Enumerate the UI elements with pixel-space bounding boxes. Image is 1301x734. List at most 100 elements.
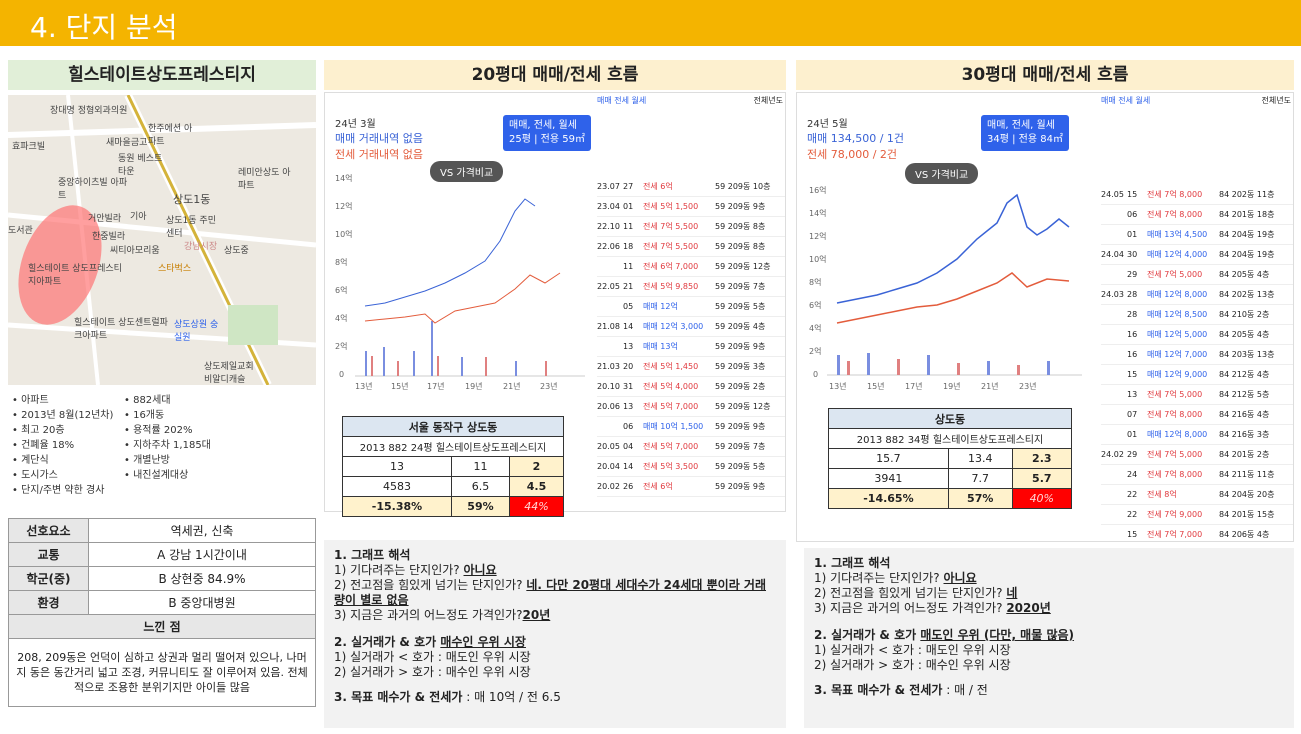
tabs-label[interactable]: 매매 전세 월세: [597, 96, 647, 105]
deal-row[interactable]: 28 매매 12억 8,500 84 210동 2층: [1101, 305, 1293, 325]
stat-cell: 2.3: [1011, 448, 1073, 469]
heading-text: 2. 실거래가 & 호가: [814, 628, 921, 642]
deal-row[interactable]: 24.04 30 매매 12억 4,000 84 204동 19층: [1101, 245, 1293, 265]
stat-cell: 6.5: [450, 476, 510, 497]
stat-cell: 13.4: [947, 448, 1013, 469]
deal-row[interactable]: 22 전세 8억 84 204동 20층: [1101, 485, 1293, 505]
stat-cell: 57%: [947, 488, 1013, 509]
deal-tabs: 매매 전세 월세 전체년도: [1101, 93, 1293, 109]
deal-row[interactable]: 07 전세 7억 8,000 84 216동 4층: [1101, 405, 1293, 425]
deal-t: 59 209동 2층: [715, 382, 766, 391]
deal-t: 84 202동 13층: [1219, 290, 1275, 299]
deal-p: 매매 12억 9,000: [1147, 370, 1208, 379]
deal-row[interactable]: 16 매매 12억 7,000 84 203동 13층: [1101, 345, 1293, 365]
x-tick: 19년: [465, 381, 483, 391]
map-label: 비알디캐슬: [204, 375, 246, 385]
graph-summary: 24년 3월 매매 거래내역 없음 전세 거래내역 없음: [335, 115, 423, 162]
stats-table-20: 서울 동작구 상도동 2013 882 24평 힐스테이트상도프레스티지 13 1…: [342, 416, 565, 517]
question-text: 1) 기다려주는 단지인가?: [334, 563, 464, 577]
location-map[interactable]: 장대명 정형외과의원 새마을금고 한주에션 아파트 효파크빌 동원 베스트타운 …: [8, 95, 316, 385]
sale-summary: 매매 134,500 / 1건: [807, 132, 905, 145]
pref-value: 역세권, 신축: [88, 518, 316, 543]
question-1: 1) 기다려주는 단지인가? 아니요: [814, 571, 1284, 586]
deal-row[interactable]: 20.05 04 전세 5억 7,000 59 209동 7층: [597, 437, 785, 457]
complex-name: 힐스테이트상도프레스티지: [435, 443, 547, 454]
deal-d: 22.06: [597, 242, 620, 251]
deal-p: 매매 12억 8,000: [1147, 290, 1208, 299]
deal-d: 21.03: [597, 362, 620, 371]
deal-t: 84 212동 5층: [1219, 390, 1270, 399]
deal-row[interactable]: 20.04 14 전세 5억 3,500 59 209동 5층: [597, 457, 785, 477]
deal-row[interactable]: 05 매매 12억 59 209동 5층: [597, 297, 785, 317]
deal-p: 매매 12억 4,000: [1147, 250, 1208, 259]
deal-p: 전세 6억 7,000: [643, 262, 699, 271]
deal-t: 59 209동 8층: [715, 222, 766, 231]
deal-row[interactable]: 16 매매 12억 5,000 84 205동 4층: [1101, 325, 1293, 345]
deal-row[interactable]: 13 전세 7억 5,000 84 212동 5층: [1101, 385, 1293, 405]
deal-row[interactable]: 11 전세 6억 7,000 59 209동 12층: [597, 257, 785, 277]
deal-row[interactable]: 23.07 27 전세 6억 59 209동 10층: [597, 177, 785, 197]
x-axis: 13년 15년 17년 19년 21년 23년: [829, 381, 1037, 391]
map-label: 새마을금고: [106, 138, 148, 148]
deal-row[interactable]: 06 전세 7억 8,000 84 201동 18층: [1101, 205, 1293, 225]
sort-label[interactable]: 전체년도: [753, 96, 783, 105]
deal-t: 59 209동 9층: [715, 422, 766, 431]
x-tick: 23년: [1019, 381, 1037, 391]
deal-row[interactable]: 23.04 01 전세 5억 1,500 59 209동 9층: [597, 197, 785, 217]
heading-text: 3. 목표 매수가 & 전세가: [814, 683, 943, 697]
deal-row[interactable]: 24.05 15 전세 7억 8,000 84 202동 11층: [1101, 185, 1293, 205]
deal-t: 59 209동 7층: [715, 442, 766, 451]
y-tick: 14억: [335, 173, 353, 183]
info-item: 지하주차 1,185대: [124, 438, 211, 453]
type-selector[interactable]: 매매, 전세, 월세 25평 | 전용 59㎡: [503, 115, 591, 151]
deal-row[interactable]: 15 매매 12억 9,000 84 212동 4층: [1101, 365, 1293, 385]
deal-row[interactable]: 24 전세 7억 8,000 84 211동 11층: [1101, 465, 1293, 485]
deal-row[interactable]: 20.10 31 전세 5억 4,000 59 209동 2층: [597, 377, 785, 397]
deal-row[interactable]: 29 전세 7억 5,000 84 205동 4층: [1101, 265, 1293, 285]
deal-row[interactable]: 22.06 18 전세 7억 5,500 59 209동 8층: [597, 237, 785, 257]
graph-summary: 24년 5월 매매 134,500 / 1건 전세 78,000 / 2건: [807, 115, 904, 162]
deal-t: 59 209동 9층: [715, 202, 766, 211]
deal-d: 24.04: [1101, 250, 1124, 259]
vs-compare-button[interactable]: VS 가격비교: [905, 163, 979, 184]
deal-row[interactable]: 01 매매 13억 4,500 84 204동 19층: [1101, 225, 1293, 245]
deal-d: 24.05: [1101, 190, 1124, 199]
deal-row[interactable]: 01 매매 12억 8,000 84 216동 3층: [1101, 425, 1293, 445]
y-tick: 0: [339, 370, 344, 379]
deal-row[interactable]: 24.02 29 전세 7억 5,000 84 201동 2층: [1101, 445, 1293, 465]
deal-row[interactable]: 22.05 21 전세 5억 9,850 59 209동 7층: [597, 277, 785, 297]
deal-row[interactable]: 22 전세 7억 9,000 84 201동 15층: [1101, 505, 1293, 525]
deal-p: 전세 7억 8,000: [1147, 210, 1203, 219]
pref-value: B 중앙대병원: [88, 590, 316, 615]
deal-row[interactable]: 20.02 26 전세 6억 59 209동 9층: [597, 477, 785, 497]
deal-d: 23.04: [597, 202, 620, 211]
sort-label[interactable]: 전체년도: [1261, 96, 1291, 105]
table-row: 선호요소 역세권, 신축: [8, 518, 316, 543]
deal-row[interactable]: 21.08 14 매매 12억 3,000 59 209동 4층: [597, 317, 785, 337]
deal-t: 59 209동 9층: [715, 342, 766, 351]
type-selector[interactable]: 매매, 전세, 월세 34평 | 전용 84㎡: [981, 115, 1069, 151]
deal-n: 01: [1127, 430, 1138, 439]
deal-row[interactable]: 06 매매 10억 1,500 59 209동 9층: [597, 417, 785, 437]
tabs-label[interactable]: 매매 전세 월세: [1101, 96, 1151, 105]
vs-compare-button[interactable]: VS 가격비교: [430, 161, 504, 182]
deal-row[interactable]: 22.10 11 전세 7억 5,500 59 209동 8층: [597, 217, 785, 237]
deal-n: 11: [623, 262, 634, 271]
deal-row[interactable]: 20.06 13 전세 5억 7,000 59 209동 12층: [597, 397, 785, 417]
deal-t: 84 205동 4층: [1219, 270, 1270, 279]
deal-n: 13: [1127, 390, 1138, 399]
question-text: 3) 지금은 과거의 어느정도 가격인가?: [334, 608, 523, 622]
deal-row[interactable]: 21.03 20 전세 5억 1,450 59 209동 3층: [597, 357, 785, 377]
deal-p: 전세 7억 7,000: [1147, 530, 1203, 539]
section-heading: 2. 실거래가 & 호가 매수인 우위 시장: [334, 635, 776, 650]
table-row: 15.7 13.4 2.3: [828, 448, 1073, 469]
deal-row[interactable]: 24.03 28 매매 12억 8,000 84 202동 13층: [1101, 285, 1293, 305]
info-item: 2013년 8월(12년차): [12, 408, 113, 423]
map-label: 상도1동: [173, 193, 211, 206]
deal-row[interactable]: 13 매매 13억 59 209동 9층: [597, 337, 785, 357]
deal-t: 59 209동 9층: [715, 482, 766, 491]
deal-row[interactable]: 15 전세 7억 7,000 84 206동 4층: [1101, 525, 1293, 541]
deal-n: 24: [1127, 470, 1138, 479]
deal-p: 전세 7억 8,000: [1147, 470, 1203, 479]
answer-text: 네: [1006, 586, 1018, 600]
